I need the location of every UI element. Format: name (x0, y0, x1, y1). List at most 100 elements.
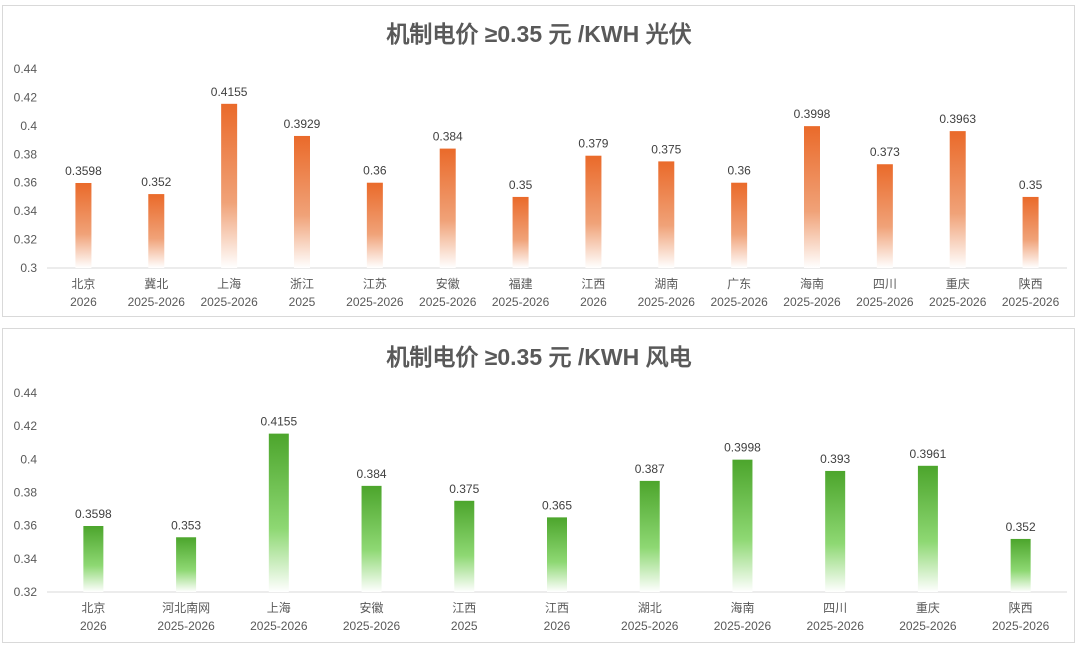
x-tick-sublabel: 2025-2026 (621, 619, 679, 633)
x-tick-sublabel: 2025-2026 (128, 295, 186, 309)
data-label: 0.352 (141, 175, 171, 189)
x-tick-sublabel: 2025-2026 (899, 619, 957, 633)
x-tick-label: 湖北 (638, 600, 662, 615)
y-tick-label: 0.34 (14, 204, 38, 218)
data-label: 0.3598 (65, 164, 102, 178)
data-label: 0.373 (870, 145, 900, 159)
bar (454, 500, 475, 592)
data-label: 0.3998 (794, 107, 831, 121)
wind-chart-panel: 机制电价 ≥0.35 元 /KWH 风电 0.32 0.34 0.36 0.38 0.4 0… (2, 328, 1075, 643)
y-tick-label: 0.36 (14, 519, 38, 533)
bar (658, 161, 675, 268)
y-tick-label: 0.36 (14, 176, 38, 190)
bar (585, 155, 602, 268)
x-tick-sublabel: 2025-2026 (419, 295, 477, 309)
x-tick-sublabel: 2025-2026 (929, 295, 987, 309)
wind-chart: 机制电价 ≥0.35 元 /KWH 风电 0.32 0.34 0.36 0.38 0.4 0… (14, 344, 1067, 633)
y-tick-label: 0.44 (14, 386, 38, 400)
bar (75, 182, 92, 268)
bar (366, 182, 383, 268)
x-tick-sublabel: 2025-2026 (1002, 295, 1060, 309)
data-label: 0.3963 (939, 112, 976, 126)
x-tick-sublabel: 2025-2026 (710, 295, 768, 309)
bar (804, 126, 820, 269)
bar (439, 148, 456, 268)
bar (876, 164, 893, 268)
chart-title: 机制电价 ≥0.35 元 /KWH 风电 (386, 344, 691, 370)
bar (825, 470, 846, 592)
data-label: 0.387 (635, 462, 665, 476)
x-tick-sublabel: 2025-2026 (638, 295, 696, 309)
bar (361, 485, 382, 592)
y-tick-label: 0.38 (14, 486, 38, 500)
x-tick-sublabel: 2025 (451, 619, 478, 633)
bar (221, 103, 238, 268)
x-tick-sublabel: 2026 (80, 619, 107, 633)
x-tick-label: 江苏 (363, 277, 387, 291)
x-tick-label: 上海 (267, 600, 291, 615)
x-tick-label: 海南 (730, 600, 754, 615)
bar (294, 135, 310, 268)
x-tick-sublabel: 2026 (544, 619, 571, 633)
x-tick-sublabel: 2026 (70, 295, 97, 309)
x-tick-label: 广东 (727, 277, 751, 291)
y-tick-label: 0.42 (14, 419, 38, 433)
y-tick-label: 0.38 (14, 147, 38, 161)
y-tick-label: 0.3 (20, 261, 37, 275)
data-label: 0.35 (1019, 178, 1043, 192)
y-tick-label: 0.4 (20, 119, 37, 133)
y-tick-label: 0.42 (14, 90, 38, 104)
data-label: 0.3598 (75, 507, 112, 521)
x-tick-sublabel: 2025-2026 (856, 295, 914, 309)
x-tick-label: 江西 (545, 601, 569, 615)
x-tick-label: 重庆 (946, 277, 970, 291)
x-tick-sublabel: 2025-2026 (343, 619, 401, 633)
bar (148, 194, 165, 268)
bar (949, 131, 966, 268)
x-tick-sublabel: 2025-2026 (492, 295, 550, 309)
x-tick-label: 浙江 (290, 277, 314, 291)
x-tick-sublabel: 2025-2026 (783, 295, 841, 309)
x-tick-label: 安徽 (360, 600, 384, 615)
y-tick-label: 0.32 (14, 585, 38, 599)
y-tick-label: 0.4 (20, 452, 37, 466)
x-tick-label: 湖南 (654, 276, 678, 291)
solar-chart-panel: 机制电价 ≥0.35 元 /KWH 光伏 0.3 0.32 0.34 0.36 0.38 0… (2, 5, 1075, 317)
data-label: 0.3961 (910, 447, 947, 461)
y-tick-label: 0.32 (14, 233, 38, 247)
data-label: 0.379 (578, 137, 608, 151)
x-tick-label: 河北南网 (162, 600, 210, 615)
x-tick-sublabel: 2025-2026 (346, 295, 404, 309)
x-tick-label: 重庆 (916, 601, 940, 615)
bar (1010, 538, 1031, 592)
data-label: 0.352 (1006, 520, 1036, 534)
bar (83, 525, 104, 592)
x-tick-label: 四川 (823, 601, 847, 615)
x-tick-sublabel: 2025-2026 (806, 619, 864, 633)
chart-title: 机制电价 ≥0.35 元 /KWH 光伏 (386, 21, 691, 47)
data-label: 0.375 (651, 142, 681, 156)
data-label: 0.365 (542, 498, 572, 512)
data-label: 0.353 (171, 518, 201, 532)
y-tick-label: 0.34 (14, 552, 38, 566)
x-tick-sublabel: 2025-2026 (992, 619, 1050, 633)
data-label: 0.4155 (260, 415, 297, 429)
x-tick-sublabel: 2026 (580, 295, 607, 309)
bar (639, 480, 660, 592)
data-label: 0.384 (357, 467, 387, 481)
x-tick-label: 海南 (800, 276, 824, 291)
bar (732, 459, 753, 592)
x-tick-label: 北京 (71, 277, 95, 291)
x-tick-label: 陕西 (1009, 600, 1033, 615)
data-label: 0.4155 (211, 85, 248, 99)
x-tick-label: 上海 (217, 276, 241, 291)
x-tick-sublabel: 2025-2026 (250, 619, 308, 633)
x-tick-label: 四川 (873, 277, 897, 291)
bar (731, 182, 748, 268)
data-label: 0.3998 (724, 441, 761, 455)
x-tick-label: 北京 (81, 601, 105, 615)
solar-chart: 机制电价 ≥0.35 元 /KWH 光伏 0.3 0.32 0.34 0.36 0.38 0… (14, 21, 1067, 309)
bar (512, 196, 529, 268)
bar (1022, 196, 1039, 268)
bar (176, 537, 197, 592)
